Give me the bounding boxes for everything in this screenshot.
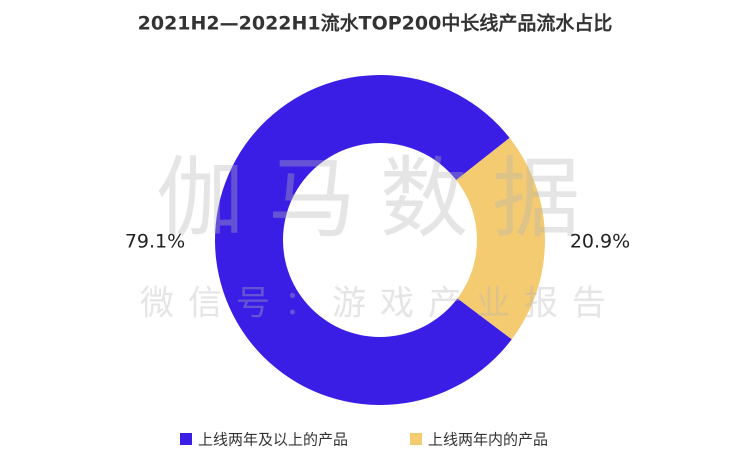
legend-label: 上线两年及以上的产品 [198,431,348,449]
chart-title: 2021H2—2022H1流水TOP200中长线产品流水占比 [138,12,613,35]
legend-label: 上线两年内的产品 [428,431,548,449]
donut-slice [214,74,512,405]
watermark: 伽马数据 [156,147,604,250]
data-label: 20.9% [570,231,630,253]
watermark: 微信号：游戏产业报告 [140,284,620,324]
donut-slice [456,137,545,340]
legend-swatch [410,433,422,445]
legend-swatch [180,433,192,445]
data-label: 79.1% [125,231,185,253]
